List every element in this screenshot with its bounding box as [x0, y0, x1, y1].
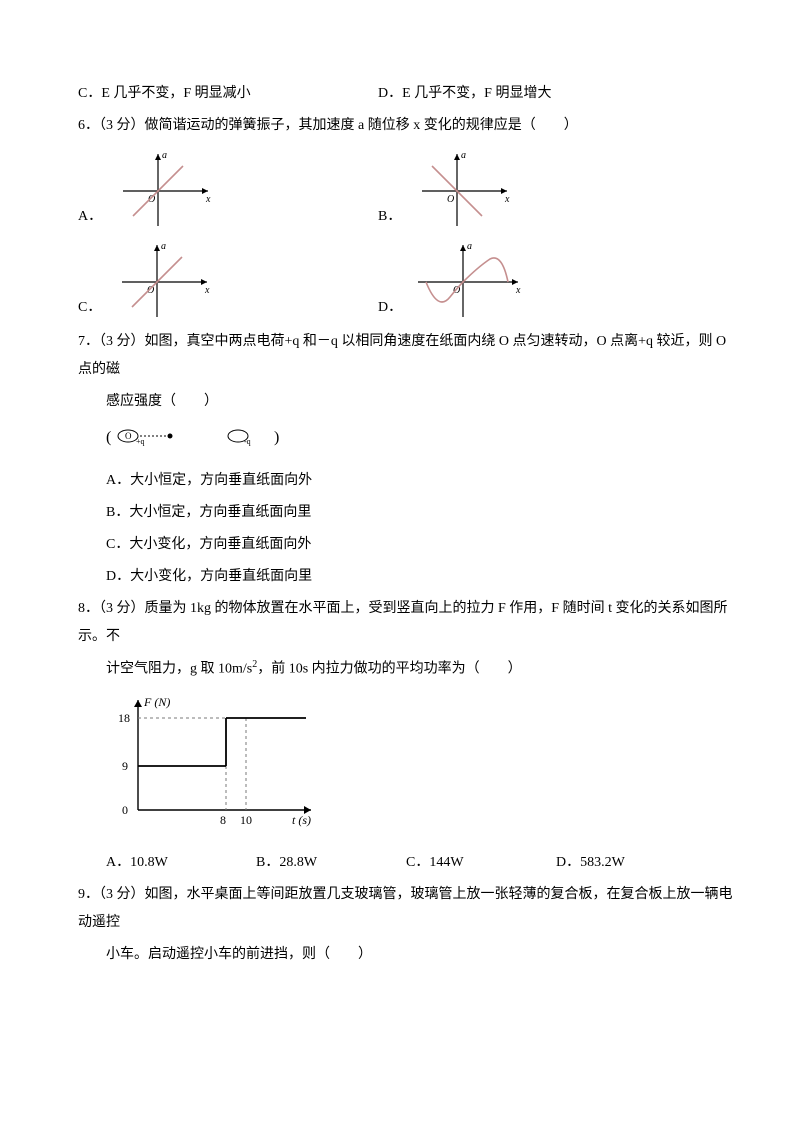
q7-stem2: 感应强度（ ）: [78, 388, 734, 416]
svg-text:0: 0: [122, 803, 128, 817]
svg-text:x: x: [204, 285, 210, 296]
q6-label-c: C．: [78, 294, 101, 322]
q7-stem1: 7．（3 分）如图，真空中两点电荷+q 和－q 以相同角速度在纸面内绕 O 点匀…: [78, 328, 734, 384]
q9-stem2: 小车。启动遥控小车的前进挡，则（ ）: [78, 941, 734, 969]
svg-text:x: x: [504, 194, 510, 205]
svg-text:10: 10: [240, 813, 252, 827]
q8-opt-d[interactable]: D．583.2W: [556, 849, 706, 877]
q7-opt-b[interactable]: B．大小恒定，方向垂直纸面向里: [106, 499, 734, 527]
q6-label-d: D．: [378, 294, 402, 322]
svg-text:O: O: [447, 194, 454, 205]
svg-text:+q: +q: [136, 437, 145, 446]
q6-stem: 6．（3 分）做简谐运动的弹簧振子，其加速度 a 随位移 x 变化的规律应是（ …: [78, 112, 734, 140]
q5-option-c[interactable]: C．E 几乎不变，F 明显减小: [78, 80, 378, 108]
q6-row-ab: A． a x O B． a x O: [78, 146, 734, 231]
q5-options-cd: C．E 几乎不变，F 明显减小 D．E 几乎不变，F 明显增大: [78, 80, 734, 108]
svg-text:): ): [274, 429, 279, 446]
svg-text:(: (: [106, 429, 111, 446]
q8-stem2: 计空气阻力，g 取 10m/s2，前 10s 内拉力做功的平均功率为（ ）: [78, 655, 734, 684]
q6-graph-d: a x O: [408, 237, 528, 322]
q7-opt-a[interactable]: A．大小恒定，方向垂直纸面向外: [106, 467, 734, 495]
q6-cell-b[interactable]: B． a x O: [378, 146, 678, 231]
q6-cell-d[interactable]: D． a x O: [378, 237, 678, 322]
q6-row-cd: C． a x O D． a x O: [78, 237, 734, 322]
q8-opt-b[interactable]: B．28.8W: [256, 849, 406, 877]
svg-text:O: O: [125, 431, 132, 441]
q5-option-d[interactable]: D．E 几乎不变，F 明显增大: [378, 80, 551, 108]
svg-text:9: 9: [122, 759, 128, 773]
q8-options: A．10.8W B．28.8W C．144W D．583.2W: [106, 849, 734, 877]
svg-text:8: 8: [220, 813, 226, 827]
svg-text:a: a: [467, 241, 472, 252]
svg-text:a: a: [162, 150, 167, 161]
q8-stem2b: ，前 10s 内拉力做功的平均功率为（ ）: [257, 662, 521, 677]
q7-opt-c[interactable]: C．大小变化，方向垂直纸面向外: [106, 531, 734, 559]
q7-opt-d[interactable]: D．大小变化，方向垂直纸面向里: [106, 563, 734, 591]
q9-stem1: 9．（3 分）如图，水平桌面上等间距放置几支玻璃管，玻璃管上放一张轻薄的复合板，…: [78, 881, 734, 937]
q6-graph-b: a x O: [407, 146, 517, 231]
q6-graph-c: a x O: [107, 237, 217, 322]
svg-text:x: x: [205, 194, 211, 205]
svg-text:-q: -q: [244, 437, 251, 446]
q8-graph: 0 9 18 8 10 F (N) t (s): [106, 692, 734, 843]
svg-text:t (s): t (s): [292, 813, 311, 827]
q7-diagram: ( O +q -q ): [106, 422, 734, 461]
svg-text:a: a: [461, 150, 466, 161]
q6-cell-c[interactable]: C． a x O: [78, 237, 378, 322]
q8-opt-c[interactable]: C．144W: [406, 849, 556, 877]
svg-text:F (N): F (N): [143, 695, 170, 709]
q8-opt-a[interactable]: A．10.8W: [106, 849, 256, 877]
svg-text:18: 18: [118, 711, 130, 725]
q6-label-a: A．: [78, 203, 102, 231]
q6-graph-a: a x O: [108, 146, 218, 231]
svg-text:x: x: [515, 285, 521, 296]
q8-stem1: 8．（3 分）质量为 1kg 的物体放置在水平面上，受到竖直向上的拉力 F 作用…: [78, 595, 734, 651]
q6-cell-a[interactable]: A． a x O: [78, 146, 378, 231]
svg-text:a: a: [161, 241, 166, 252]
q6-label-b: B．: [378, 203, 401, 231]
q8-stem2a: 计空气阻力，g 取 10m/s: [106, 662, 252, 677]
